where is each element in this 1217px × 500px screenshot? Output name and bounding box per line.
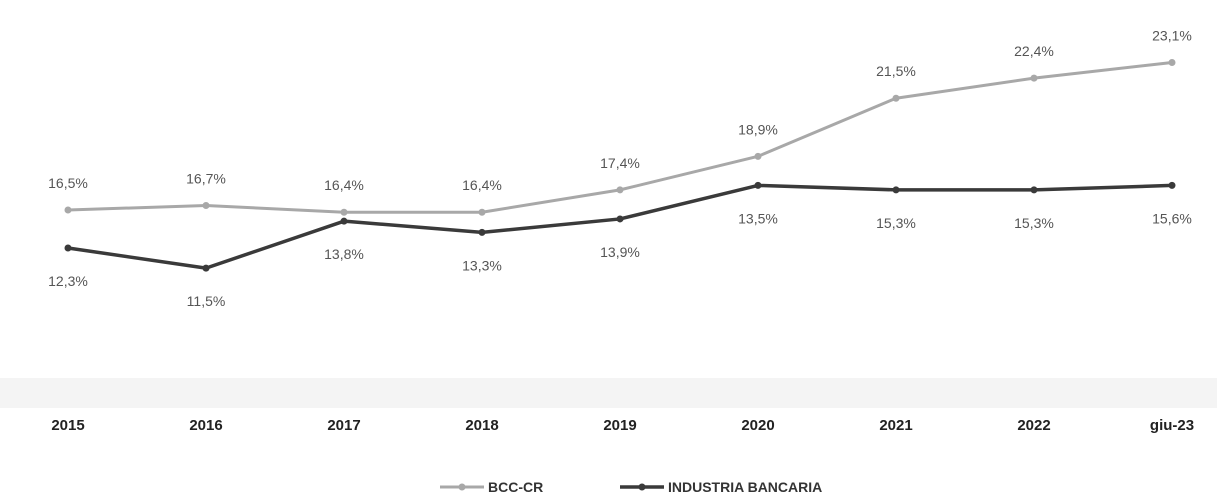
series-layer: 16,5% 16,7% 16,4% 16,4% 17,4% 18,9% 21,5% 22,4%… [48, 27, 1192, 309]
data-label: 15,6% [1152, 210, 1192, 226]
data-label: 21,5% [876, 63, 916, 79]
data-label: 16,4% [324, 177, 364, 193]
x-tick-label: giu-23 [1150, 417, 1194, 434]
x-tick-label: 2018 [465, 417, 498, 434]
legend-label: BCC-CR [488, 479, 543, 495]
data-point [340, 217, 348, 225]
data-point [1030, 74, 1038, 82]
data-label: 13,5% [738, 210, 778, 226]
x-tick-label: 2016 [189, 417, 222, 434]
x-tick-label: 2015 [51, 417, 84, 434]
data-point [340, 208, 348, 216]
series-1: 12,3% 11,5% 13,8% 13,3% 13,9% 13,5% 15,3% 15,3%… [48, 181, 1192, 309]
plot-band [0, 378, 1217, 408]
data-label: 18,9% [738, 121, 778, 137]
data-label: 17,4% [600, 155, 640, 171]
data-point [64, 206, 72, 214]
legend-marker [638, 483, 646, 491]
data-point [616, 186, 624, 194]
data-point [202, 202, 210, 210]
data-point [1168, 181, 1176, 189]
data-label: 13,9% [600, 244, 640, 260]
data-point [754, 152, 762, 160]
data-label: 13,3% [462, 257, 502, 273]
x-tick-label: 2020 [741, 417, 774, 434]
data-label: 16,4% [462, 177, 502, 193]
data-point [754, 181, 762, 189]
x-tick-label: 2017 [327, 417, 360, 434]
data-label: 11,5% [187, 293, 226, 309]
data-label: 23,1% [1152, 27, 1192, 43]
x-tick-label: 2019 [603, 417, 636, 434]
data-point [892, 186, 900, 194]
legend-item-0: BCC-CR [440, 479, 543, 495]
data-label: 16,5% [48, 175, 88, 191]
legend-label: INDUSTRIA BANCARIA [668, 479, 822, 495]
data-point [616, 215, 624, 223]
data-label: 13,8% [324, 246, 364, 262]
x-tick-label: 2022 [1017, 417, 1050, 434]
data-point [64, 244, 72, 252]
legend-marker [458, 483, 466, 491]
series-0: 16,5% 16,7% 16,4% 16,4% 17,4% 18,9% 21,5% 22,4%… [48, 27, 1192, 216]
data-point [478, 208, 486, 216]
data-label: 12,3% [48, 273, 88, 289]
data-label: 15,3% [1014, 215, 1054, 231]
legend-item-1: INDUSTRIA BANCARIA [620, 479, 822, 495]
data-point [202, 264, 210, 272]
data-point [1030, 186, 1038, 194]
x-axis: 2015 2016 2017 2018 2019 2020 2021 2022 giu-23 [51, 417, 1194, 434]
legend: BCC-CR INDUSTRIA BANCARIA [440, 479, 822, 495]
data-point [892, 94, 900, 102]
data-point [478, 228, 486, 236]
data-label: 15,3% [876, 215, 916, 231]
data-point [1168, 58, 1176, 66]
data-label: 16,7% [186, 171, 226, 187]
x-tick-label: 2021 [879, 417, 912, 434]
data-label: 22,4% [1014, 43, 1054, 59]
